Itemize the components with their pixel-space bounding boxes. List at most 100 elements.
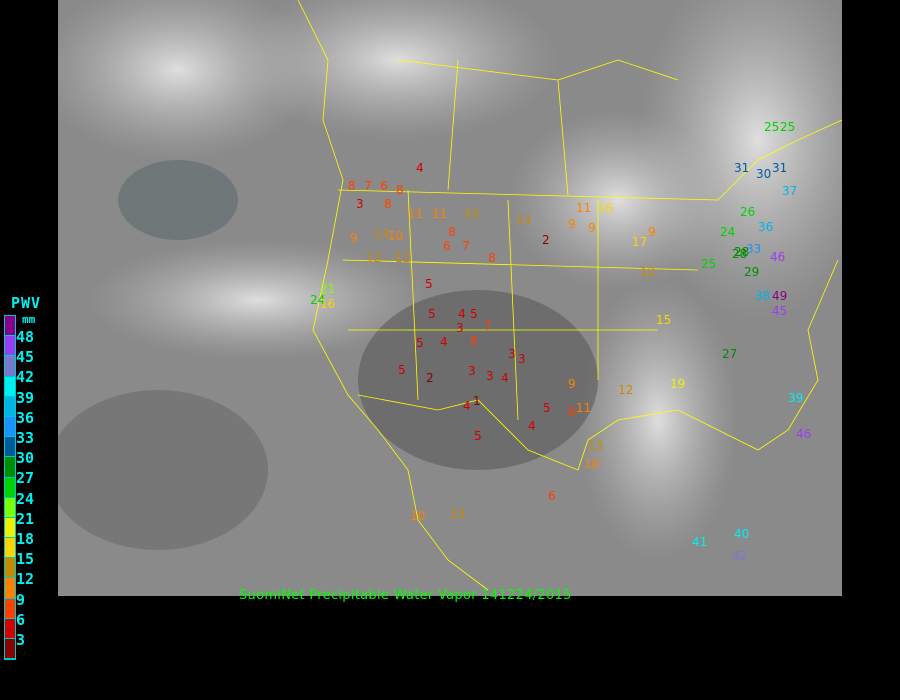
station-pwv-value: 12 [464,207,479,221]
legend-swatch [5,316,15,337]
legend-swatch [5,538,15,559]
station-pwv-value: 8 [448,225,456,239]
station-pwv-value: 11 [576,401,591,415]
legend-swatch [5,356,15,377]
station-pwv-value: 3 [486,369,494,383]
station-pwv-value: 11 [408,207,423,221]
legend-swatch [5,457,15,478]
station-pwv-value: 6 [548,489,556,503]
legend-swatch [5,558,15,579]
station-pwv-value: 11 [432,207,447,221]
station-pwv-value: 5 [398,363,406,377]
station-pwv-value: 9 [648,225,656,239]
station-pwv-value: 9 [568,377,576,391]
station-pwv-value: 46 [796,427,811,441]
legend-label: 15 [16,550,35,569]
station-pwv-value: 4 [463,399,471,413]
station-pwv-value: 5 [416,336,424,350]
station-pwv-value: 25 [764,120,779,134]
station-pwv-value: 3 [456,321,464,335]
legend-swatch [5,639,15,660]
legend-swatch [5,396,15,417]
legend-label: 30 [16,449,35,468]
station-pwv-value: 6 [443,239,451,253]
station-pwv-value: 3 [356,197,364,211]
station-pwv-value: 25 [780,120,795,134]
station-pwv-value: 13 [588,439,603,453]
station-pwv-value: 8 [470,334,478,348]
station-pwv-value: 28 [732,247,747,261]
station-pwv-value: 5 [543,401,551,415]
station-pwv-value: 10 [410,509,425,523]
legend-label: 24 [16,489,35,508]
station-pwv-value: 31 [734,161,749,175]
legend-label: 27 [16,469,35,488]
legend-swatch [5,376,15,397]
legend-label: 6 [16,610,26,629]
station-pwv-value: 15 [656,313,671,327]
legend-swatch [5,336,15,357]
station-pwv-value: 45 [772,304,787,318]
station-pwv-value: 7 [364,179,372,193]
station-pwv-value: 24 [310,293,325,307]
legend-unit: mm [22,313,36,326]
station-pwv-value: 30 [756,167,771,181]
legend-label: 36 [16,408,35,427]
station-pwv-value: 3 [468,364,476,378]
station-pwv-value: 29 [744,265,759,279]
station-pwv-value: 12 [366,251,381,265]
station-pwv-value: 33 [746,242,761,256]
legend-label: 12 [16,570,35,589]
station-pwv-value: 37 [782,184,797,198]
station-pwv-value: 13 [374,227,389,241]
legend-label: 18 [16,530,35,548]
station-pwv-value: 13 [516,213,531,227]
legend-colorbar [4,315,16,661]
station-pwv-value: 39 [788,391,803,405]
station-pwv-value: 16 [320,297,335,311]
legend-swatch [5,497,15,518]
station-pwv-value: 28 [734,245,749,259]
station-pwv-value: 8 [568,405,576,419]
legend-label: 21 [16,509,35,528]
station-pwv-value: 7 [462,239,470,253]
station-pwv-value: 2 [426,371,434,385]
station-pwv-value: 9 [588,221,596,235]
station-pwv-value: 4 [440,335,448,349]
station-pwv-value: 16 [598,201,613,215]
legend-label: 3 [16,631,26,649]
station-pwv-value: 40 [734,527,749,541]
pwv-legend: PWV mm 48 45 42 39 36 33 30 27 24 21 18 15 12 9 6 3 [0,290,60,670]
station-pwv-value: 8 [384,197,392,211]
station-pwv-value: 46 [770,250,785,264]
station-pwv-value: 5 [428,307,436,321]
station-pwv-value: 3 [508,347,516,361]
legend-label: 39 [16,388,35,407]
station-pwv-value: 9 [350,231,358,245]
legend-swatch [5,477,15,498]
station-pwv-value: 5 [470,307,478,321]
station-pwv-value: 5 [474,429,482,443]
station-pwv-value: 19 [670,377,685,391]
station-pwv-value: 25 [701,257,716,271]
station-pwv-value: 4 [416,161,424,175]
legend-label: 45 [16,348,35,367]
station-pwv-value: 12 [395,251,410,265]
station-pwv-value: 8 [396,183,404,197]
station-pwv-value: 3 [518,352,526,366]
station-pwv-value: 7 [484,319,492,333]
station-pwv-value: 4 [458,307,466,321]
station-pwv-value: 12 [618,383,633,397]
station-pwv-value: 31 [772,161,787,175]
station-pwv-value: 8 [348,179,356,193]
station-pwv-value: 10 [584,457,599,471]
legend-title: PWV [11,294,42,312]
legend-label: 48 [16,328,35,346]
station-pwv-value: 26 [740,205,755,219]
station-pwv-value: 17 [632,235,647,249]
station-pwv-value: 49 [772,289,787,303]
station-pwv-value: 4 [528,419,536,433]
station-pwv-value: 8 [488,251,496,265]
